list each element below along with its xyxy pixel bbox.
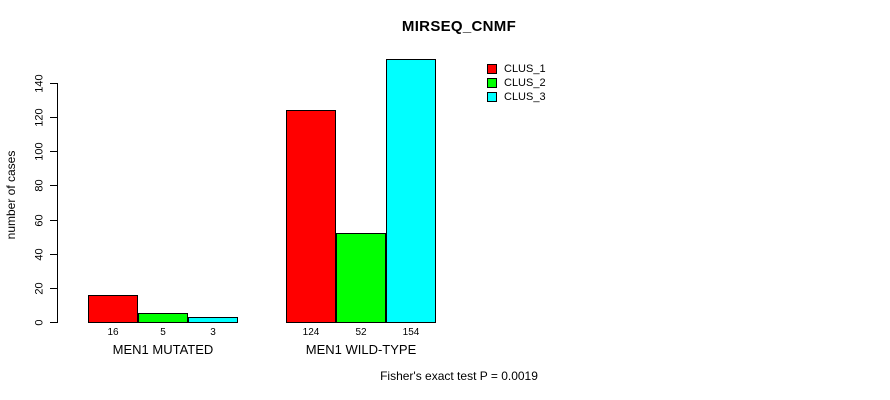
- y-tick: [50, 254, 57, 255]
- y-tick-label: 0: [33, 319, 46, 326]
- bar-clus_1: [88, 295, 138, 323]
- category-label: MEN1 MUTATED: [112, 342, 214, 357]
- legend-swatch-icon: [487, 64, 497, 74]
- legend-label: CLUS_1: [504, 63, 546, 75]
- y-axis-label: number of cases: [4, 150, 18, 240]
- legend: CLUS_1 CLUS_2 CLUS_3: [487, 62, 546, 104]
- y-tick: [50, 83, 57, 84]
- y-tick: [50, 220, 57, 221]
- legend-item-clus_1: CLUS_1: [487, 62, 546, 76]
- y-axis-line: [57, 83, 58, 323]
- bar-clus_1: [286, 110, 336, 323]
- y-tick-label: 140: [33, 74, 46, 93]
- bar-value-label: 3: [210, 327, 216, 338]
- legend-swatch-icon: [487, 78, 497, 88]
- bar-value-label: 16: [107, 327, 119, 338]
- bar-value-label: 154: [402, 327, 420, 338]
- bar-clus_3: [386, 59, 436, 323]
- bar-clus_2: [336, 233, 386, 323]
- chart-title: MIRSEQ_CNMF: [401, 18, 517, 35]
- bar-value-label: 124: [302, 327, 320, 338]
- y-tick: [50, 322, 57, 323]
- legend-item-clus_3: CLUS_3: [487, 90, 546, 104]
- bar-value-label: 52: [355, 327, 367, 338]
- annotation-text: Fisher's exact test P = 0.0019: [380, 369, 538, 383]
- y-tick-label: 20: [33, 282, 46, 295]
- legend-label: CLUS_3: [504, 91, 546, 103]
- y-tick-label: 40: [33, 248, 46, 261]
- category-label: MEN1 WILD-TYPE: [305, 342, 417, 357]
- y-tick: [50, 151, 57, 152]
- bar-clus_3: [188, 317, 238, 323]
- y-tick-label: 80: [33, 179, 46, 192]
- y-tick-label: 100: [33, 142, 46, 161]
- legend-item-clus_2: CLUS_2: [487, 76, 546, 90]
- y-tick: [50, 288, 57, 289]
- legend-swatch-icon: [487, 92, 497, 102]
- y-tick-label: 60: [33, 214, 46, 227]
- y-tick: [50, 185, 57, 186]
- bar-clus_2: [138, 313, 188, 323]
- legend-label: CLUS_2: [504, 77, 546, 89]
- y-tick-label: 120: [33, 108, 46, 127]
- bar-value-label: 5: [160, 327, 166, 338]
- y-tick: [50, 117, 57, 118]
